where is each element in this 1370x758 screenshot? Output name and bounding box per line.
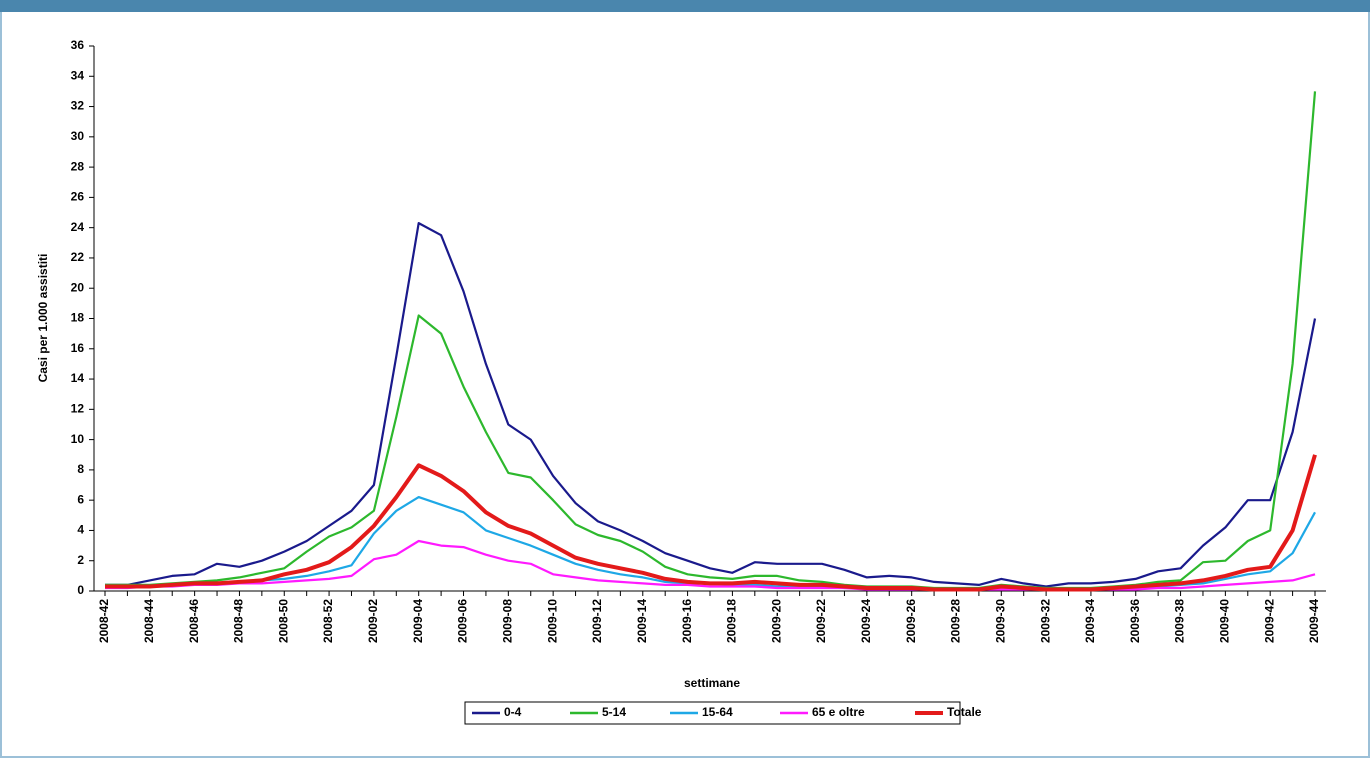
- x-tick-label: 2009-08: [501, 599, 515, 643]
- y-axis-label: Casi per 1.000 assistiti: [36, 254, 50, 383]
- legend-label: 0-4: [504, 705, 522, 719]
- series-line: [105, 222, 1317, 588]
- y-tick-label: 14: [71, 371, 85, 385]
- x-tick-label: 2009-28: [949, 599, 963, 643]
- x-tick-label: 2009-04: [411, 599, 425, 643]
- y-tick-label: 0: [77, 583, 84, 597]
- x-tick-label: 2009-36: [1128, 599, 1142, 643]
- x-tick-label: 2009-38: [1173, 599, 1187, 643]
- x-tick-label: 2009-24: [859, 599, 873, 643]
- y-tick-label: 16: [71, 341, 85, 355]
- y-tick-label: 8: [77, 462, 84, 476]
- x-tick-label: 2009-30: [993, 599, 1007, 643]
- y-tick-label: 24: [71, 220, 85, 234]
- x-tick-label: 2008-44: [142, 599, 156, 643]
- x-tick-label: 2009-06: [456, 599, 470, 643]
- x-tick-label: 2009-40: [1218, 599, 1232, 643]
- y-tick-label: 34: [71, 68, 85, 82]
- y-tick-label: 36: [71, 38, 85, 52]
- x-tick-label: 2009-34: [1083, 599, 1097, 643]
- banner: [0, 0, 1370, 12]
- x-tick-label: 2009-22: [814, 599, 828, 643]
- legend-label: Totale: [947, 705, 982, 719]
- y-tick-label: 18: [71, 311, 85, 325]
- legend-label: 65 e oltre: [812, 705, 865, 719]
- x-tick-label: 2009-10: [545, 599, 559, 643]
- x-tick-label: 2009-16: [680, 599, 694, 643]
- legend-box: [464, 701, 961, 725]
- y-tick-label: 6: [77, 492, 84, 506]
- x-tick-label: 2008-46: [187, 599, 201, 643]
- x-tick-label: 2008-52: [321, 599, 335, 643]
- y-tick-label: 4: [77, 523, 84, 537]
- series-line: [105, 91, 1317, 590]
- y-tick-label: 28: [71, 159, 85, 173]
- series-line: [105, 454, 1317, 592]
- y-tick-label: 26: [71, 190, 85, 204]
- y-tick-label: 22: [71, 250, 85, 264]
- x-axis-label: settimane: [684, 676, 740, 690]
- legend-label: 15-64: [702, 705, 733, 719]
- y-tick-label: 10: [71, 432, 85, 446]
- y-tick-label: 2: [77, 553, 84, 567]
- y-tick-label: 32: [71, 99, 85, 113]
- legend-label: 5-14: [602, 705, 626, 719]
- x-tick-label: 2009-18: [725, 599, 739, 643]
- x-tick-label: 2009-26: [904, 599, 918, 643]
- x-tick-label: 2009-42: [1262, 599, 1276, 643]
- y-tick-label: 20: [71, 280, 85, 294]
- x-tick-label: 2009-32: [1038, 599, 1052, 643]
- x-tick-label: 2008-50: [276, 599, 290, 643]
- x-tick-label: 2009-02: [366, 599, 380, 643]
- x-tick-label: 2009-14: [635, 599, 649, 643]
- x-tick-label: 2008-42: [97, 599, 111, 643]
- y-tick-label: 30: [71, 129, 85, 143]
- x-tick-label: 2009-44: [1307, 599, 1321, 643]
- x-tick-label: 2009-12: [590, 599, 604, 643]
- x-tick-label: 2008-48: [232, 599, 246, 643]
- y-tick-label: 12: [71, 402, 85, 416]
- x-tick-label: 2009-20: [769, 599, 783, 643]
